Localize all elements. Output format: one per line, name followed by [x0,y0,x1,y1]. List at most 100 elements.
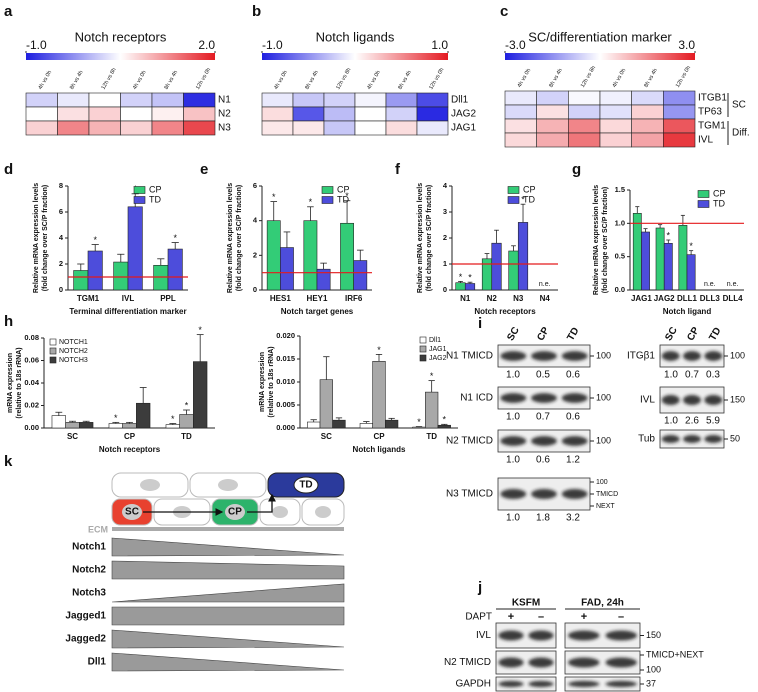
lane-label: SC [505,325,521,343]
legend-swatch [697,190,710,198]
cell-label: CP [228,507,242,518]
heatmap-cell [631,118,664,134]
significance-mark: * [309,197,313,207]
heatmap-cell [261,92,294,108]
heatmap-cell [261,106,294,122]
lane-label: TD [707,326,723,343]
quantification: 1.8 [536,513,550,524]
heatmap-cell [25,120,58,136]
colorbar-label: 1.0 [431,38,448,52]
marker-label: 150 [730,394,745,404]
y-tick-label: 4 [253,216,258,225]
bar [491,242,502,291]
x-tick-label: N2 [487,294,498,303]
heatmap-cell [88,120,121,136]
x-tick-label: JAG1 [631,294,652,303]
bar [136,402,151,429]
band [683,435,701,443]
colorbar-label: 3.0 [678,38,695,52]
ecm [112,527,344,531]
x-axis-label: Notch ligands [353,445,406,454]
band [683,395,701,405]
wedge [111,583,345,603]
x-tick-label: HES1 [270,294,291,303]
gene-label: Notch2 [72,565,106,576]
column-label: 12h vs 8h [335,67,352,91]
band [561,489,588,499]
heatmap-cell [120,120,153,136]
condition-label: KSFM [512,598,540,609]
heatmap-cell [536,104,569,120]
column-label: 4h vs 0h [273,70,289,91]
column-label: 8h vs 4h [304,70,320,91]
legend-label: JAG1 [429,346,447,353]
heatmap-cell [88,92,121,108]
significance-mark: * [377,345,381,355]
bar [307,421,321,429]
heatmap-cell [599,132,632,148]
significance-mark: * [430,371,434,381]
legend-swatch [49,338,57,346]
column-label: 4h vs 0h [132,70,148,91]
legend-swatch [49,356,57,364]
quantification: 1.0 [506,370,520,381]
significance-mark: * [417,417,421,427]
x-axis-label: Notch target genes [281,307,354,316]
column-label: 12h vs 8h [101,67,118,91]
y-axis-label: (fold change over SC/P fraction) [42,185,49,291]
legend-label: JAG2 [429,355,447,362]
y-tick-label: 0.08 [24,333,39,342]
quantification: 0.7 [536,412,550,423]
marker-label: TMICD+NEXT [646,649,704,659]
bar [65,422,80,429]
bar [655,227,665,291]
bar [641,231,650,291]
x-tick-label: CP [373,432,385,441]
bar [464,283,476,291]
y-axis-label: (fold change over SC/P fraction) [602,187,609,293]
column-label: 8h vs 4h [69,70,85,91]
quantification: 0.6 [566,370,580,381]
treatment-sign: – [538,611,544,623]
significance-mark: * [171,414,175,424]
y-tick-label: 0 [443,285,447,294]
x-tick-label: DLL4 [723,294,744,303]
column-label: 4h vs 0h [517,68,533,89]
gene-label: Notch1 [72,542,106,553]
panel-label: i [478,315,482,332]
bar [412,426,426,429]
heatmap-cell [25,92,58,108]
legend-swatch [419,354,427,362]
gene-label: Jagged2 [65,634,106,645]
legend-label: CP [337,184,350,194]
column-label: 8h vs 4h [397,70,413,91]
heatmap-cell [385,92,418,108]
blot-label: N1 TMICD [446,351,493,362]
heatmap-cell [183,92,216,108]
blot-label: IVL [640,395,655,406]
row-label: IVL [698,135,713,146]
quantification: 1.0 [664,416,678,427]
missing-label: n.e. [727,281,739,288]
y-tick-label: 0.00 [24,423,39,432]
column-label: 12h vs 0h [675,65,692,89]
y-tick-label: 1 [443,259,447,268]
blot [495,676,557,692]
heatmap-cell [568,118,601,134]
column-label: 4h vs 0h [38,70,54,91]
panel-label: e [200,161,208,178]
legend-label: TD [523,194,535,204]
lane-label: CP [685,325,702,343]
quantification: 0.3 [706,370,720,381]
y-tick-label: 0.005 [276,400,295,409]
nucleus [218,479,238,491]
row-label: N2 [218,109,231,120]
heatmap-cell [323,106,356,122]
blot-label: ITGβ1 [627,351,655,362]
legend-label: TD [713,198,725,208]
x-tick-label: TGM1 [77,294,100,303]
bar [686,254,696,291]
y-tick-label: 0.015 [276,354,295,363]
column-label: 8h vs 4h [164,70,180,91]
y-tick-label: 6 [253,181,257,190]
